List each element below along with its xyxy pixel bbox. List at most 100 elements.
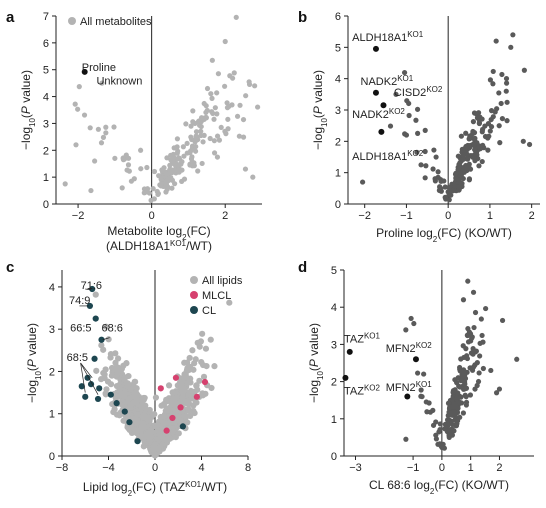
data-point [139, 401, 146, 408]
data-point [103, 124, 109, 130]
data-point [246, 79, 252, 85]
mlcl-point [201, 378, 209, 386]
data-point [438, 188, 444, 194]
y-tick-label: 0 [331, 451, 337, 463]
data-point [478, 316, 484, 322]
data-point [62, 181, 68, 187]
cl-point [84, 374, 91, 381]
data-point [474, 360, 480, 366]
data-point [154, 188, 160, 195]
data-point [469, 335, 475, 341]
data-point [472, 386, 478, 392]
data-point [150, 186, 156, 192]
data-point [479, 332, 485, 339]
data-point [236, 133, 242, 139]
data-point [471, 152, 477, 158]
data-point [458, 356, 464, 362]
y-axis-label: −log10(P value) [25, 323, 43, 403]
highlight-point [346, 348, 353, 355]
data-point [211, 116, 217, 122]
data-point [426, 400, 432, 406]
data-point [462, 381, 468, 387]
data-point [105, 336, 112, 343]
point-annotation: Proline [82, 62, 116, 74]
data-point [175, 413, 182, 420]
data-point [103, 323, 110, 330]
x-tick-label: 0 [439, 462, 445, 474]
data-point [454, 396, 460, 402]
data-point [171, 161, 177, 167]
data-point [242, 166, 249, 172]
legend-label: MLCL [202, 290, 231, 302]
data-point [490, 68, 496, 75]
data-point [98, 140, 105, 146]
data-point [475, 110, 482, 116]
data-point [145, 429, 153, 436]
data-point [195, 168, 201, 174]
highlight-point [81, 68, 88, 75]
data-point [210, 110, 216, 116]
data-point [167, 399, 175, 406]
data-point [234, 113, 241, 119]
data-point [174, 136, 181, 142]
data-point [411, 320, 417, 327]
legend-marker [190, 276, 198, 284]
y-tick-label: 1 [43, 172, 49, 184]
panel-letter-b: b [298, 9, 307, 26]
data-point [403, 132, 410, 138]
y-tick-label: 3 [49, 324, 55, 336]
data-point [196, 343, 203, 350]
data-points [78, 285, 233, 459]
data-point [459, 180, 465, 187]
data-point [433, 432, 439, 438]
data-point [226, 299, 233, 306]
data-point [430, 407, 436, 413]
x-tick-label: 0 [152, 462, 158, 474]
data-point [140, 396, 147, 403]
data-point [442, 184, 448, 190]
panel-letter-a: a [6, 9, 15, 26]
data-point [504, 99, 510, 105]
point-annotation: 68:6 [102, 322, 123, 334]
data-point [433, 419, 439, 425]
mlcl-point [169, 414, 176, 422]
legend-label: CL [202, 305, 216, 317]
data-point [404, 98, 410, 104]
data-point [169, 185, 175, 191]
point-annotation: 71:6 [81, 280, 102, 292]
data-point [466, 136, 472, 142]
data-point [175, 430, 182, 437]
data-point [431, 147, 437, 153]
data-point [415, 370, 421, 376]
data-point [487, 128, 493, 134]
data-point [240, 134, 247, 140]
data-point [144, 164, 150, 171]
y-tick-label: 4 [335, 74, 341, 86]
mlcl-point [172, 374, 180, 381]
data-point [466, 143, 472, 149]
data-point [455, 390, 461, 396]
cl-point [86, 302, 93, 310]
data-point [145, 417, 152, 424]
data-point [151, 168, 158, 175]
data-point [445, 400, 452, 406]
data-point [360, 179, 366, 185]
data-point [423, 163, 429, 169]
data-point [237, 102, 243, 108]
data-point [472, 135, 478, 141]
data-point [463, 150, 469, 156]
point-annotation: MFN2KO1 [386, 379, 433, 394]
point-annotation: 74:9 [69, 295, 90, 307]
y-tick-label: 3 [331, 339, 337, 351]
data-point [99, 80, 105, 86]
data-point [463, 130, 469, 136]
data-point [95, 126, 101, 132]
data-point [103, 130, 109, 136]
data-point [146, 437, 153, 444]
data-point [100, 134, 107, 140]
data-point [171, 419, 178, 427]
data-point [223, 131, 229, 137]
cl-point [113, 400, 120, 407]
x-tick-label: 8 [245, 462, 251, 474]
x-axis-label: Metabolite log2(FC) [107, 224, 210, 242]
